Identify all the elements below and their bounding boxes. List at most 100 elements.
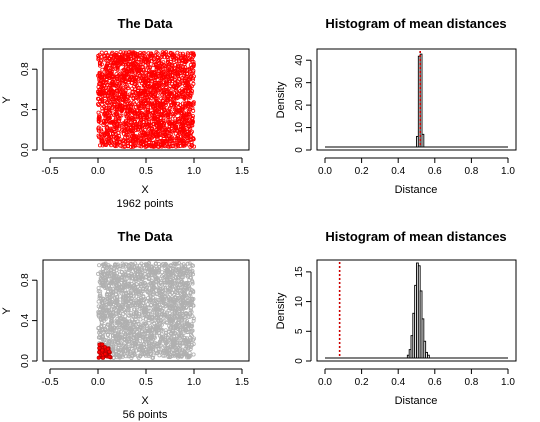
scatter-point bbox=[157, 302, 162, 307]
scatter-point bbox=[106, 263, 111, 268]
scatter-point bbox=[131, 123, 136, 128]
scatter-point bbox=[114, 132, 119, 137]
scatter-point bbox=[98, 294, 103, 299]
scatter-point bbox=[189, 309, 194, 314]
scatter-point bbox=[130, 74, 135, 79]
scatter-point bbox=[160, 131, 165, 136]
scatter-point bbox=[129, 265, 134, 270]
scatter-point bbox=[142, 309, 147, 314]
scatter-point bbox=[104, 80, 109, 85]
scatter-point bbox=[147, 276, 152, 281]
panel-histogram-bottom: Histogram of mean distances 0.0 0.2 0.4 0.6… bbox=[275, 229, 517, 407]
scatter-point bbox=[168, 73, 173, 78]
scatter-point bbox=[138, 79, 143, 84]
scatter-point bbox=[125, 339, 130, 344]
scatter-point bbox=[185, 324, 190, 329]
scatter-point bbox=[171, 330, 176, 335]
panel-title: Histogram of mean distances bbox=[325, 16, 506, 31]
scatter-point bbox=[173, 311, 178, 316]
scatter-point bbox=[178, 144, 183, 149]
plot-frame bbox=[316, 259, 517, 362]
plot-frame bbox=[316, 48, 517, 151]
scatter-point bbox=[188, 294, 193, 299]
scatter-point bbox=[157, 105, 162, 110]
scatter-point bbox=[110, 315, 115, 320]
scatter-point bbox=[138, 297, 143, 302]
scatter-point bbox=[162, 92, 167, 97]
y-axis-label: Y bbox=[1, 307, 13, 315]
scatter-point bbox=[148, 123, 153, 128]
scatter-point bbox=[97, 92, 102, 97]
scatter-point bbox=[188, 126, 193, 131]
y-tick-label: 0.0 bbox=[20, 354, 31, 368]
x-tick-label: 0.4 bbox=[391, 377, 405, 388]
scatter-point bbox=[188, 144, 193, 149]
scatter-point bbox=[154, 67, 159, 72]
scatter-point bbox=[109, 139, 114, 144]
scatter-point bbox=[160, 294, 165, 299]
scatter-point bbox=[104, 72, 109, 77]
scatter-point bbox=[110, 129, 115, 134]
scatter-point bbox=[118, 143, 123, 148]
scatter-point bbox=[138, 100, 143, 105]
scatter-point bbox=[138, 114, 143, 119]
scatter-point bbox=[144, 310, 149, 315]
scatter-point bbox=[162, 51, 167, 56]
scatter-point bbox=[184, 343, 189, 348]
scatter-point bbox=[185, 83, 190, 88]
scatter-point bbox=[154, 134, 159, 139]
scatter-point bbox=[108, 323, 113, 328]
scatter-point bbox=[129, 296, 134, 301]
scatter-point bbox=[107, 68, 112, 73]
scatter-point bbox=[167, 326, 172, 331]
scatter-point bbox=[184, 104, 189, 109]
scatter-point bbox=[174, 96, 179, 101]
scatter-point bbox=[103, 328, 108, 333]
scatter-point bbox=[191, 341, 196, 346]
y-tick-label: 20 bbox=[294, 99, 305, 111]
scatter-point bbox=[135, 114, 140, 119]
scatter-point bbox=[105, 313, 110, 318]
x-tick-label: 1.0 bbox=[187, 166, 201, 177]
scatter-point bbox=[138, 70, 143, 75]
scatter-point bbox=[117, 124, 122, 129]
scatter-point bbox=[124, 267, 129, 272]
scatter-point bbox=[107, 297, 112, 302]
scatter-point bbox=[174, 336, 179, 341]
scatter-point bbox=[165, 320, 170, 325]
scatter-point bbox=[98, 136, 103, 141]
scatter-point bbox=[117, 309, 122, 314]
scatter-point bbox=[140, 275, 145, 280]
scatter-point bbox=[156, 88, 161, 93]
scatter-point bbox=[161, 83, 166, 88]
scatter-point bbox=[133, 71, 138, 76]
scatter-point bbox=[122, 131, 127, 136]
scatter-point bbox=[126, 98, 131, 103]
y-tick-label: 40 bbox=[294, 54, 305, 66]
x-tick-label: 0.0 bbox=[91, 377, 105, 388]
scatter-point bbox=[177, 93, 182, 98]
scatter-point bbox=[129, 286, 134, 291]
scatter-point bbox=[163, 301, 168, 306]
scatter-point bbox=[171, 266, 176, 271]
scatter-point bbox=[184, 71, 189, 76]
scatter-point bbox=[104, 302, 109, 307]
x-axis-label: X bbox=[141, 184, 149, 196]
scatter-point bbox=[98, 61, 103, 66]
scatter-point bbox=[122, 126, 127, 131]
scatter-point bbox=[183, 296, 188, 301]
scatter-point bbox=[162, 350, 167, 355]
scatter-point bbox=[166, 118, 171, 123]
scatter-point bbox=[176, 74, 181, 79]
scatter-point bbox=[100, 99, 105, 104]
scatter-point bbox=[126, 263, 131, 268]
scatter-point bbox=[183, 273, 188, 278]
y-tick-label: 5 bbox=[294, 328, 305, 334]
scatter-point bbox=[128, 322, 133, 327]
scatter-point bbox=[179, 106, 184, 111]
scatter-point bbox=[131, 348, 136, 353]
scatter-point bbox=[187, 277, 192, 282]
scatter-point bbox=[150, 70, 155, 75]
x-tick-label: 0.4 bbox=[391, 166, 405, 177]
scatter-point bbox=[114, 299, 119, 304]
